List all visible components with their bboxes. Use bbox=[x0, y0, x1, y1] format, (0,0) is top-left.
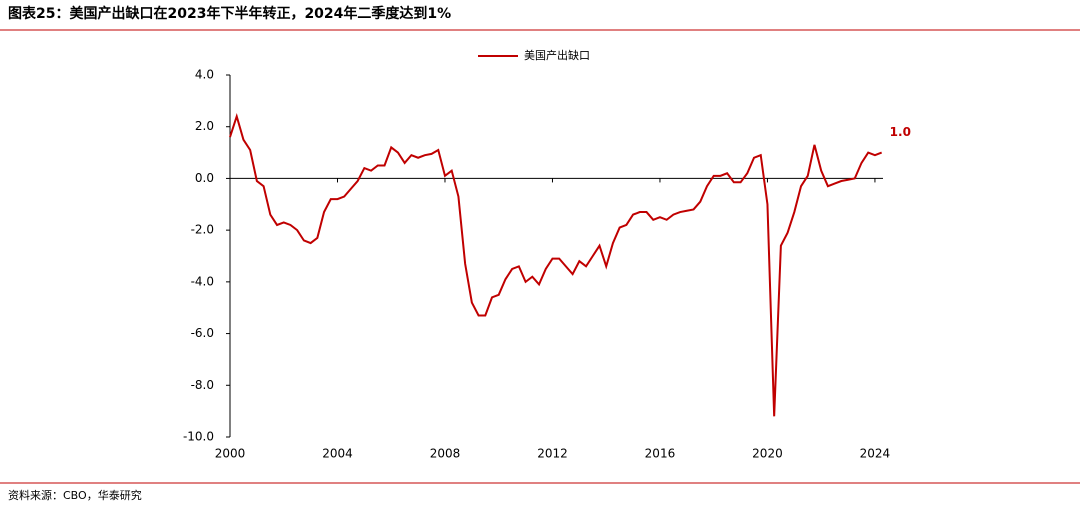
y-tick-label: 0.0 bbox=[195, 171, 214, 185]
y-tick-label: 2.0 bbox=[195, 119, 214, 133]
x-tick-label: 2012 bbox=[537, 447, 568, 461]
x-tick-label: 2024 bbox=[860, 447, 891, 461]
x-tick-label: 2016 bbox=[645, 447, 676, 461]
y-tick-label: -8.0 bbox=[191, 378, 214, 392]
y-tick-label: -6.0 bbox=[191, 326, 214, 340]
y-tick-label: 4.0 bbox=[195, 68, 214, 82]
x-tick-label: 2020 bbox=[752, 447, 783, 461]
y-tick-label: -10.0 bbox=[183, 430, 214, 444]
source: 资料来源：CBO，华泰研究 bbox=[8, 488, 142, 502]
annotation: 1.0 bbox=[890, 125, 911, 139]
legend-label: 美国产出缺口 bbox=[524, 48, 590, 62]
x-tick-label: 2000 bbox=[215, 447, 246, 461]
series-line bbox=[229, 112, 883, 417]
y-tick-label: -2.0 bbox=[191, 223, 214, 237]
y-tick-label: -4.0 bbox=[191, 274, 214, 288]
chart-title: 图表25：美国产出缺口在2023年下半年转正，2024年二季度达到1% bbox=[8, 5, 451, 22]
x-tick-label: 2004 bbox=[322, 447, 353, 461]
x-tick-label: 2008 bbox=[430, 447, 461, 461]
